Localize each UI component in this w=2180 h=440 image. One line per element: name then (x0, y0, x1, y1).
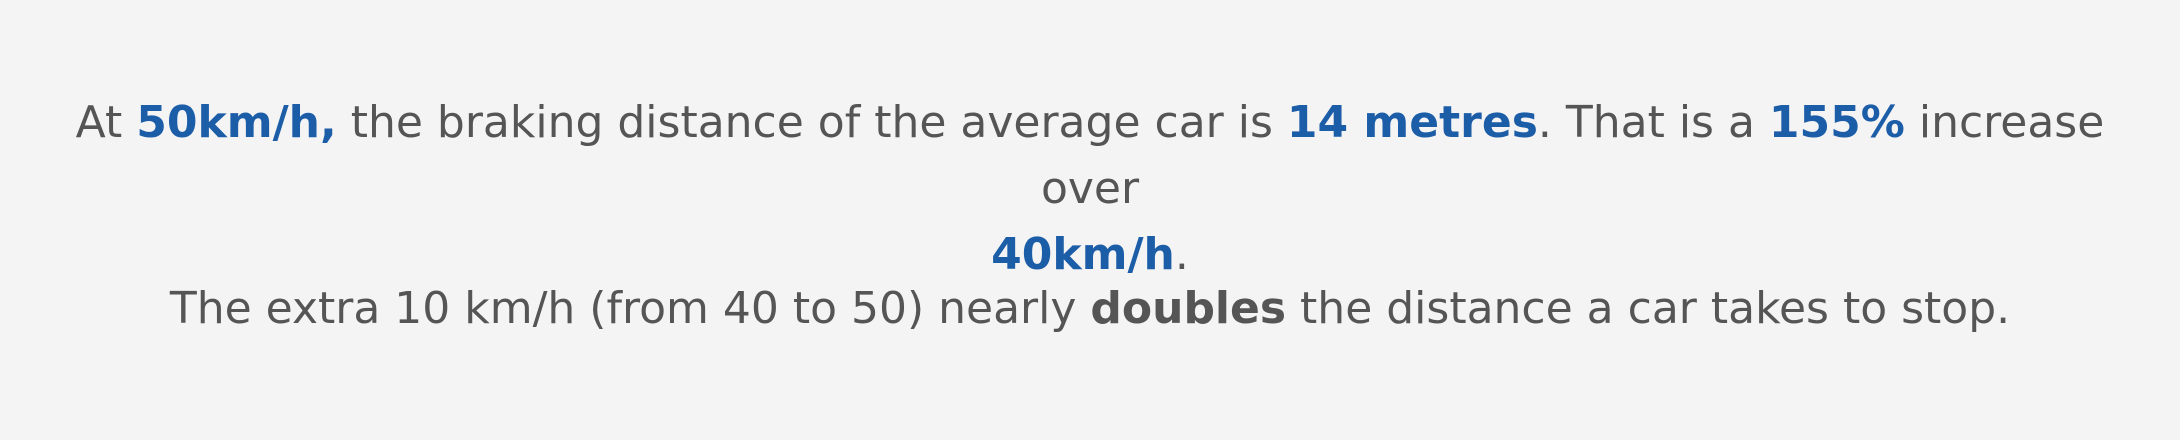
statement-text: . (1174, 229, 1189, 280)
doubling-statement: The extra 10 km/h (from 40 to 50) nearly… (70, 276, 2110, 342)
speed-50-highlight: 50km/h, (136, 97, 337, 148)
statement-text: the braking distance of the average car … (336, 97, 1287, 148)
statement-text: . That is a (1537, 97, 1769, 148)
percent-increase-highlight: 155% (1768, 97, 1905, 148)
distance-highlight: 14 metres (1286, 97, 1538, 148)
speed-40-highlight: 40km/h (991, 229, 1175, 280)
braking-distance-statement: At 50km/h, the braking distance of the a… (70, 90, 2110, 288)
statement-text: increase over (1040, 97, 2105, 214)
statement-text: At (75, 97, 137, 148)
doubles-emphasis: doubles (1090, 283, 1287, 334)
statement-text: The extra 10 km/h (from 40 to 50) nearly (169, 283, 1091, 334)
statement-text: the distance a car takes to stop. (1286, 283, 2011, 334)
